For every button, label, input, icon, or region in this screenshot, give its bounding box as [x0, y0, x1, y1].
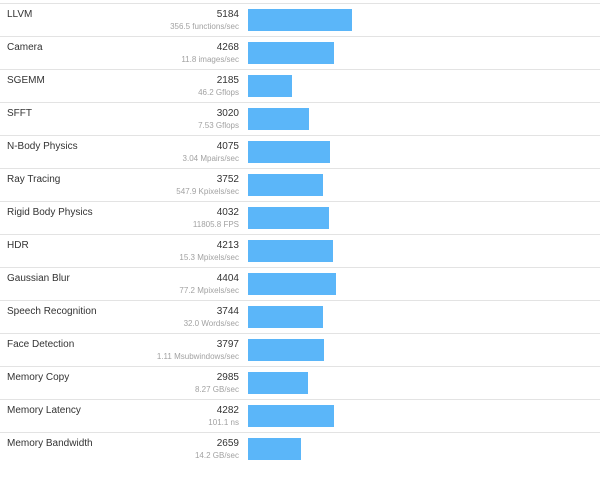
rate-value: 11805.8 FPS — [192, 220, 239, 229]
score-bar-track — [248, 273, 588, 295]
score-bar-track — [248, 108, 588, 130]
test-name: N-Body Physics — [7, 141, 78, 152]
rate-value: 11.8 images/sec — [181, 55, 239, 64]
score-value: 3752 — [216, 174, 239, 185]
rate-value: 32.0 Words/sec — [183, 319, 239, 328]
score-bar — [248, 207, 329, 229]
benchmark-row: LLVM 5184 356.5 functions/sec — [0, 3, 600, 36]
benchmark-row: Rigid Body Physics 4032 11805.8 FPS — [0, 201, 600, 234]
score-bar — [248, 405, 334, 427]
rate-value: 1.11 Msubwindows/sec — [156, 352, 239, 361]
rate-value: 547.9 Kpixels/sec — [176, 187, 239, 196]
score-bar — [248, 372, 308, 394]
score-value: 2185 — [216, 75, 239, 86]
score-bar — [248, 108, 309, 130]
test-name: LLVM — [7, 9, 33, 20]
score-cell: 4404 77.2 Mpixels/sec — [179, 273, 239, 296]
score-value: 2659 — [216, 438, 239, 449]
score-bar — [248, 75, 292, 97]
score-bar-track — [248, 174, 588, 196]
score-cell: 4213 15.3 Mpixels/sec — [179, 240, 239, 263]
score-bar-track — [248, 207, 588, 229]
benchmark-row: Speech Recognition 3744 32.0 Words/sec — [0, 300, 600, 333]
score-bar-track — [248, 141, 588, 163]
score-bar — [248, 273, 336, 295]
score-cell: 4075 3.04 Mpairs/sec — [183, 141, 239, 164]
rate-value: 7.53 Gflops — [198, 121, 239, 130]
benchmark-row: Ray Tracing 3752 547.9 Kpixels/sec — [0, 168, 600, 201]
score-cell: 3752 547.9 Kpixels/sec — [176, 174, 239, 197]
benchmark-row: N-Body Physics 4075 3.04 Mpairs/sec — [0, 135, 600, 168]
test-name: SGEMM — [7, 75, 45, 86]
rate-value: 77.2 Mpixels/sec — [179, 286, 239, 295]
rate-value: 46.2 Gflops — [198, 88, 239, 97]
score-value: 3797 — [216, 339, 239, 350]
rate-value: 8.27 GB/sec — [194, 385, 239, 394]
benchmark-row: Memory Copy 2985 8.27 GB/sec — [0, 366, 600, 399]
benchmark-results-table: LLVM 5184 356.5 functions/sec Camera 426… — [0, 3, 600, 465]
score-value: 4213 — [216, 240, 239, 251]
score-cell: 4268 11.8 images/sec — [181, 42, 239, 65]
score-bar — [248, 42, 334, 64]
rate-value: 3.04 Mpairs/sec — [182, 154, 239, 163]
score-bar — [248, 240, 333, 262]
score-bar-track — [248, 438, 588, 460]
score-bar-track — [248, 372, 588, 394]
score-cell: 2659 14.2 GB/sec — [195, 438, 239, 461]
score-bar — [248, 141, 330, 163]
benchmark-row: Memory Bandwidth 2659 14.2 GB/sec — [0, 432, 600, 465]
score-value: 4032 — [216, 207, 239, 218]
score-cell: 3020 7.53 Gflops — [198, 108, 239, 131]
test-name: Memory Copy — [7, 372, 70, 383]
test-name: Face Detection — [7, 339, 75, 350]
test-name: Gaussian Blur — [7, 273, 70, 284]
score-bar — [248, 174, 323, 196]
test-name: Rigid Body Physics — [7, 207, 93, 218]
score-bar-track — [248, 306, 588, 328]
rate-value: 356.5 functions/sec — [170, 22, 239, 31]
score-value: 5184 — [216, 9, 239, 20]
score-cell: 2985 8.27 GB/sec — [195, 372, 239, 395]
test-name: Speech Recognition — [7, 306, 97, 317]
score-value: 2985 — [216, 372, 239, 383]
score-bar — [248, 9, 352, 31]
score-value: 4404 — [216, 273, 239, 284]
benchmark-row: Camera 4268 11.8 images/sec — [0, 36, 600, 69]
score-bar-track — [248, 75, 588, 97]
score-cell: 5184 356.5 functions/sec — [170, 9, 239, 32]
score-cell: 4282 101.1 ns — [208, 405, 239, 428]
benchmark-row: Gaussian Blur 4404 77.2 Mpixels/sec — [0, 267, 600, 300]
score-bar-track — [248, 42, 588, 64]
score-bar-track — [248, 240, 588, 262]
score-cell: 3744 32.0 Words/sec — [184, 306, 239, 329]
benchmark-row: Face Detection 3797 1.11 Msubwindows/sec — [0, 333, 600, 366]
score-bar-track — [248, 405, 588, 427]
score-bar — [248, 438, 301, 460]
score-cell: 4032 11805.8 FPS — [193, 207, 239, 230]
score-value: 3020 — [216, 108, 239, 119]
benchmark-row: SFFT 3020 7.53 Gflops — [0, 102, 600, 135]
score-bar — [248, 306, 323, 328]
rate-value: 101.1 ns — [208, 418, 239, 427]
test-name: Memory Latency — [7, 405, 81, 416]
benchmark-row: Memory Latency 4282 101.1 ns — [0, 399, 600, 432]
score-bar-track — [248, 339, 588, 361]
score-bar — [248, 339, 324, 361]
score-value: 4075 — [216, 141, 239, 152]
test-name: Memory Bandwidth — [7, 438, 93, 449]
benchmark-row: HDR 4213 15.3 Mpixels/sec — [0, 234, 600, 267]
test-name: Camera — [7, 42, 43, 53]
test-name: SFFT — [7, 108, 32, 119]
score-cell: 3797 1.11 Msubwindows/sec — [157, 339, 239, 362]
score-value: 3744 — [216, 306, 239, 317]
score-bar-track — [248, 9, 588, 31]
rate-value: 15.3 Mpixels/sec — [179, 253, 239, 262]
test-name: HDR — [7, 240, 29, 251]
test-name: Ray Tracing — [7, 174, 61, 185]
benchmark-row: SGEMM 2185 46.2 Gflops — [0, 69, 600, 102]
score-value: 4282 — [216, 405, 239, 416]
score-value: 4268 — [216, 42, 239, 53]
rate-value: 14.2 GB/sec — [194, 451, 239, 460]
score-cell: 2185 46.2 Gflops — [198, 75, 239, 98]
